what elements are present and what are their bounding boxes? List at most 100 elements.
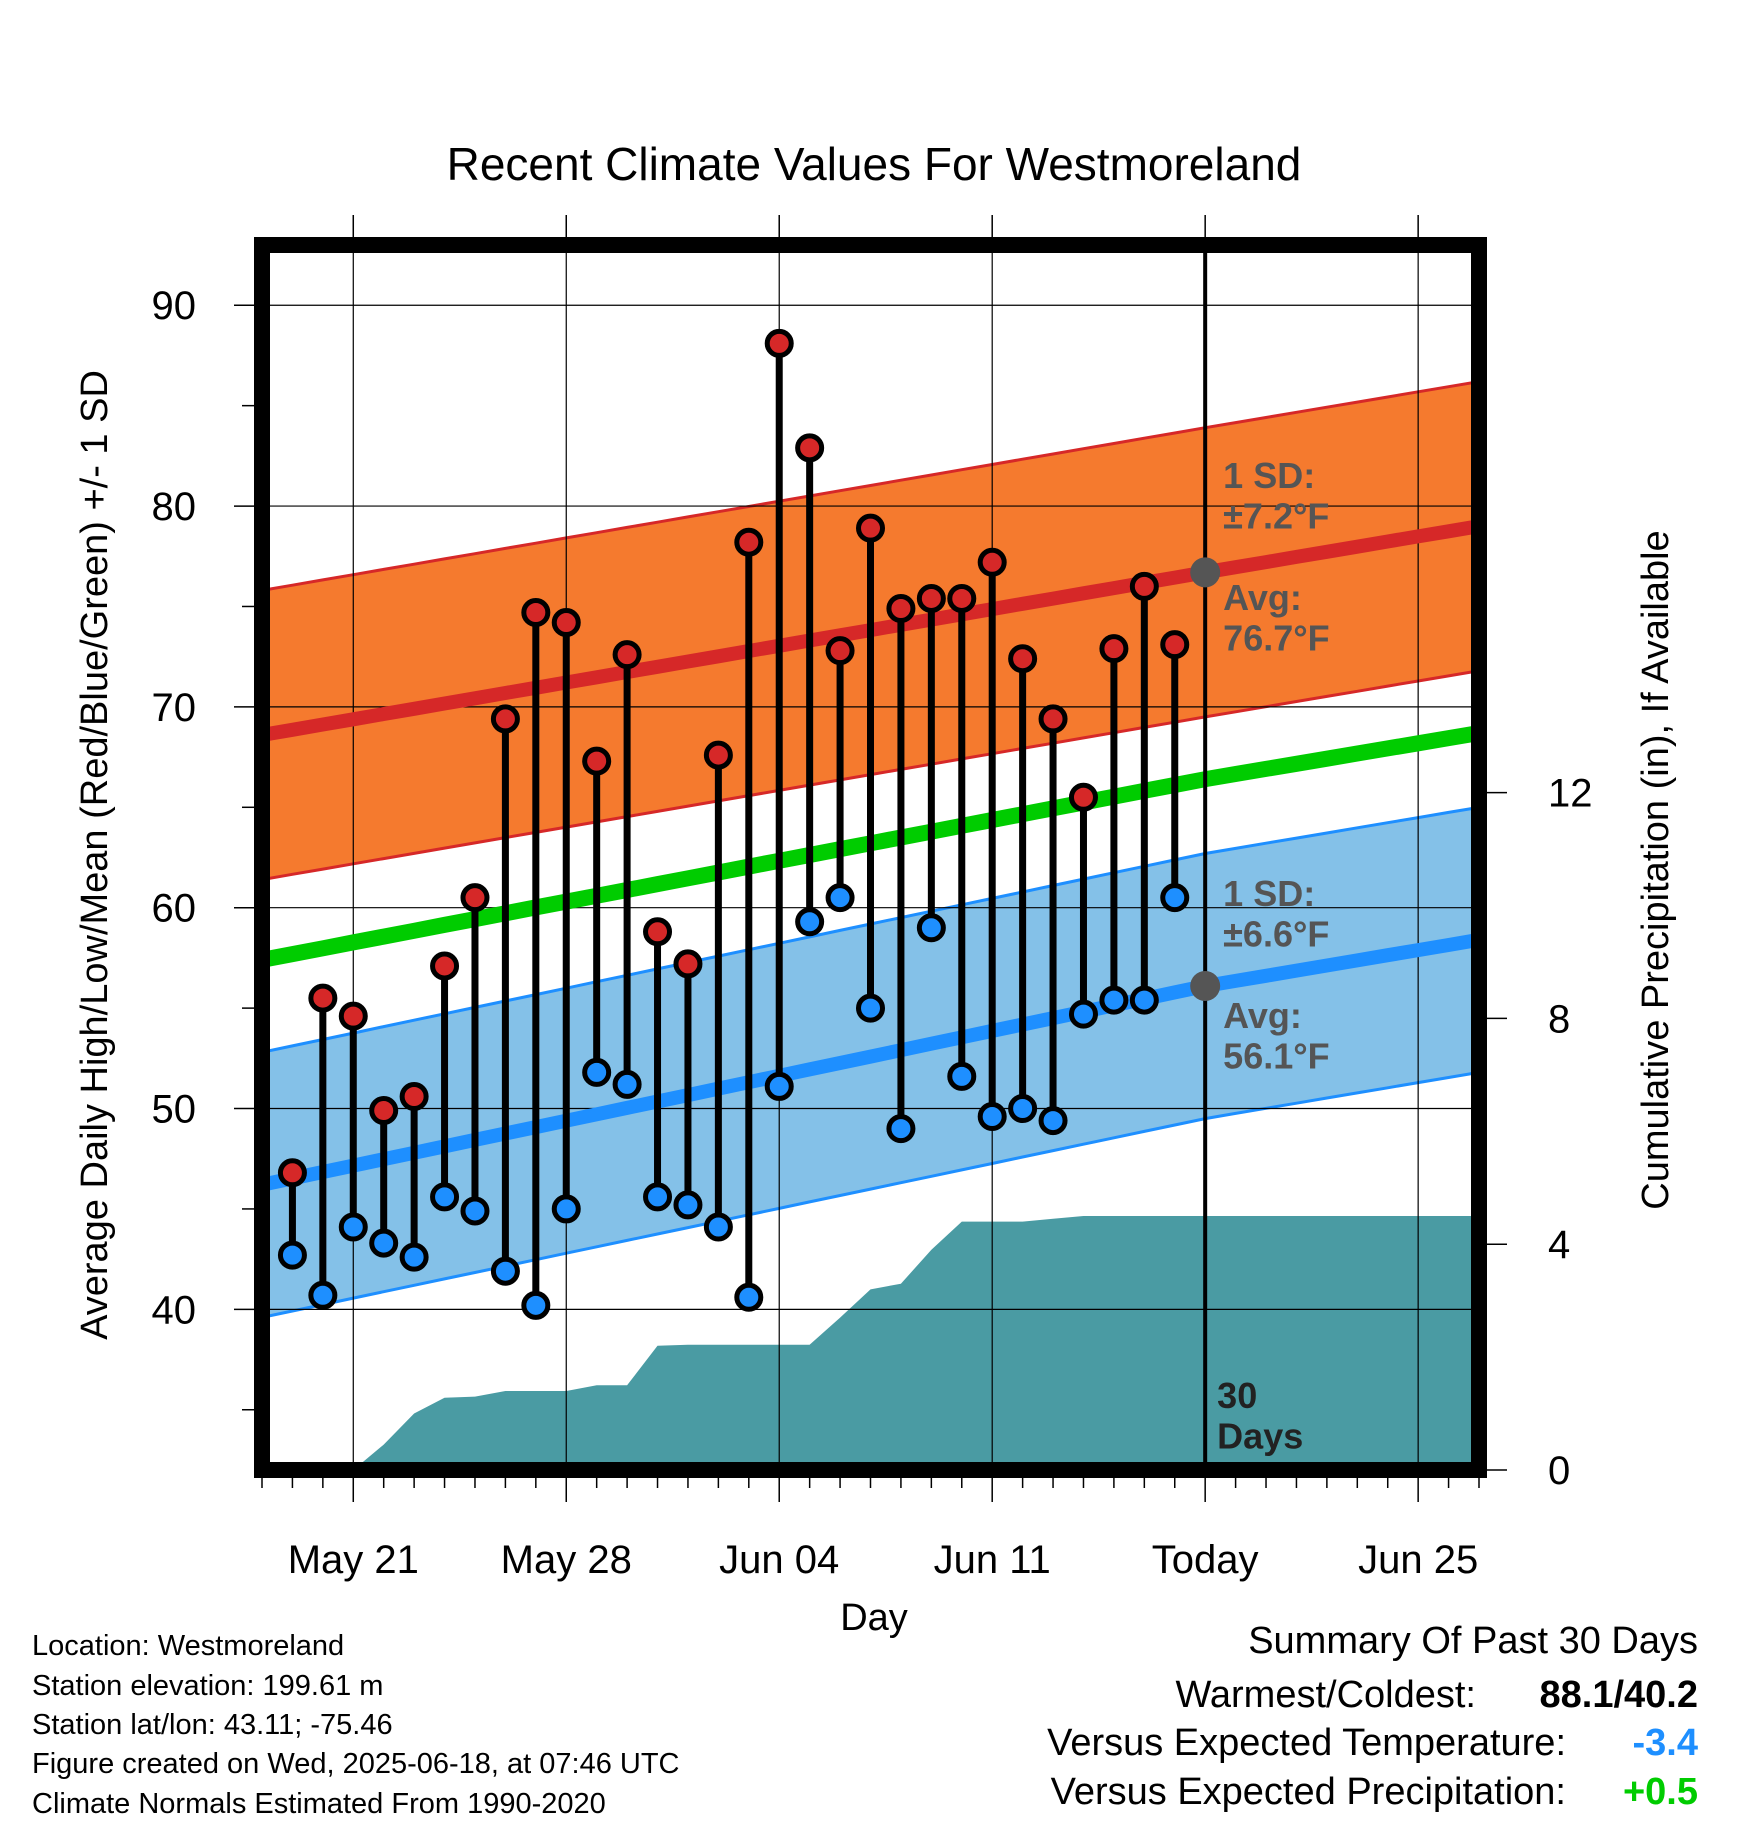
plot-frame	[254, 237, 1487, 1478]
observed-high-point	[734, 527, 764, 557]
plot-inner	[262, 245, 1479, 1470]
y-left-tick-label: 40	[152, 1288, 197, 1332]
observed-high-point	[521, 598, 551, 627]
normal-high-band-upper-edge	[262, 380, 1479, 592]
observed-high-point	[795, 433, 825, 463]
observed-high-point	[916, 583, 946, 613]
observed-low-point	[1008, 1094, 1038, 1124]
y-right-tick-label: 12	[1548, 772, 1593, 816]
high-avg-label: Avg: 76.7°F	[1223, 577, 1329, 658]
observed-low-point	[764, 1071, 794, 1101]
normal-low-avg-line	[262, 932, 1479, 1192]
summary-warmest-label: Warmest/Coldest:	[1175, 1674, 1476, 1716]
today-low-avg-marker	[1190, 971, 1221, 1002]
summary-warmest-value: 88.1/40.2	[1539, 1674, 1698, 1716]
info-created: Figure created on Wed, 2025-06-18, at 07…	[32, 1748, 680, 1780]
y-left-tick-label: 60	[152, 887, 197, 931]
y-left-tick-label: 80	[152, 485, 197, 529]
y-left-tick-label: 90	[152, 284, 197, 328]
observed-low-point	[1038, 1106, 1068, 1136]
y-right-tick-label: 4	[1548, 1223, 1570, 1267]
observed-low-point	[460, 1196, 490, 1226]
axes: 40 50 60 70 80 90 0 4 8 12 May 21 May 28 Jun 04 Jun 1…	[152, 215, 1593, 1582]
observed-low-point	[643, 1182, 673, 1212]
x-tick-label: Today	[1152, 1538, 1259, 1582]
observed-high-point	[825, 636, 855, 666]
normal-low-band-lower-edge	[262, 1070, 1479, 1319]
observed-low-point	[612, 1069, 642, 1099]
observed-high-point	[551, 608, 581, 638]
observed-high-point	[643, 917, 673, 947]
observed-high-point	[1160, 630, 1190, 660]
y-right-tick-label: 8	[1548, 997, 1570, 1041]
observed-low-point	[1099, 985, 1129, 1015]
summary-temp-label: Versus Expected Temperature:	[1047, 1722, 1566, 1764]
observed-low-point	[399, 1242, 429, 1272]
observed-low-point	[673, 1190, 703, 1220]
observed-low-point	[582, 1057, 612, 1087]
observed-low-point	[490, 1256, 520, 1286]
info-normals: Climate Normals Estimated From 1990-2020	[32, 1788, 606, 1820]
observed-high-point	[703, 740, 733, 770]
y-right-tick-label: 0	[1548, 1449, 1570, 1493]
observed-high-point	[460, 883, 490, 913]
observed-low-point	[1068, 999, 1098, 1029]
y-left-tick-label: 70	[152, 686, 197, 730]
observed-high-point	[886, 593, 916, 623]
observed-low-point	[521, 1290, 551, 1320]
today-high-avg-marker	[1190, 557, 1221, 588]
observed-low-point	[308, 1280, 338, 1310]
low-sd-label: 1 SD: ±6.6°F	[1223, 873, 1329, 954]
observed-low-point	[338, 1212, 368, 1242]
y-left-tick-label: 50	[152, 1088, 197, 1132]
summary-temp-value: -3.4	[1632, 1722, 1698, 1764]
observed-low-point	[277, 1240, 307, 1270]
observed-low-point	[856, 993, 885, 1023]
low-avg-label: Avg: 56.1°F	[1223, 995, 1329, 1076]
observed-high-point	[582, 746, 612, 776]
summary-heading: Summary Of Past 30 Days	[1248, 1620, 1698, 1662]
summary-precip-label: Versus Expected Precipitation:	[1050, 1771, 1566, 1813]
info-elevation: Station elevation: 199.61 m	[32, 1670, 384, 1702]
observed-high-point	[490, 704, 520, 734]
observed-high-point	[947, 583, 977, 613]
x-tick-label: May 28	[501, 1538, 632, 1582]
x-tick-label: May 21	[288, 1538, 419, 1582]
observed-low-point	[795, 907, 825, 937]
observed-high-point	[1038, 704, 1068, 734]
observed-high-point	[430, 951, 460, 981]
observed-high-point	[277, 1158, 307, 1188]
observed-low-point	[551, 1194, 581, 1224]
observed-low-point	[1160, 883, 1190, 913]
y-axis-left-label: Average Daily High/Low/Mean (Red/Blue/Gr…	[74, 370, 116, 1340]
observed-high-point	[308, 983, 338, 1013]
observed-high-point	[1008, 644, 1038, 674]
observed-high-point	[1068, 782, 1098, 812]
observed-high-point	[1129, 571, 1159, 601]
x-tick-label: Jun 25	[1358, 1538, 1478, 1582]
summary-precip-value: +0.5	[1622, 1771, 1698, 1813]
high-sd-label: 1 SD: ±7.2°F	[1223, 455, 1329, 536]
x-tick-label: Jun 04	[719, 1538, 839, 1582]
observed-low-point	[430, 1182, 460, 1212]
x-tick-label: Jun 11	[934, 1538, 1051, 1582]
observed-high-point	[977, 547, 1007, 577]
observed-low-point	[369, 1228, 399, 1258]
observed-low-point	[825, 883, 855, 913]
observed-low-point	[1129, 985, 1159, 1015]
plot-area: 1 SD: ±7.2°F Avg: 76.7°F 1 SD: ±6.6°F Avg: 56.1…	[262, 245, 1479, 1470]
observed-high-point	[856, 513, 885, 543]
window-label: 30 Days	[1217, 1375, 1303, 1456]
observed-high-point	[369, 1096, 399, 1126]
chart-title: Recent Climate Values For Westmoreland	[447, 138, 1302, 190]
observed-low-point	[947, 1061, 977, 1091]
observed-high-point	[1099, 634, 1129, 664]
observed-low-point	[703, 1212, 733, 1242]
x-axis-label: Day	[840, 1597, 908, 1639]
info-latlon: Station lat/lon: 43.11; -75.46	[32, 1709, 393, 1741]
observed-high-point	[673, 949, 703, 979]
observed-low-point	[916, 913, 946, 943]
info-location: Location: Westmoreland	[32, 1630, 345, 1662]
y-axis-right-label: Cumulative Precipitation (in), If Availa…	[1635, 530, 1677, 1209]
